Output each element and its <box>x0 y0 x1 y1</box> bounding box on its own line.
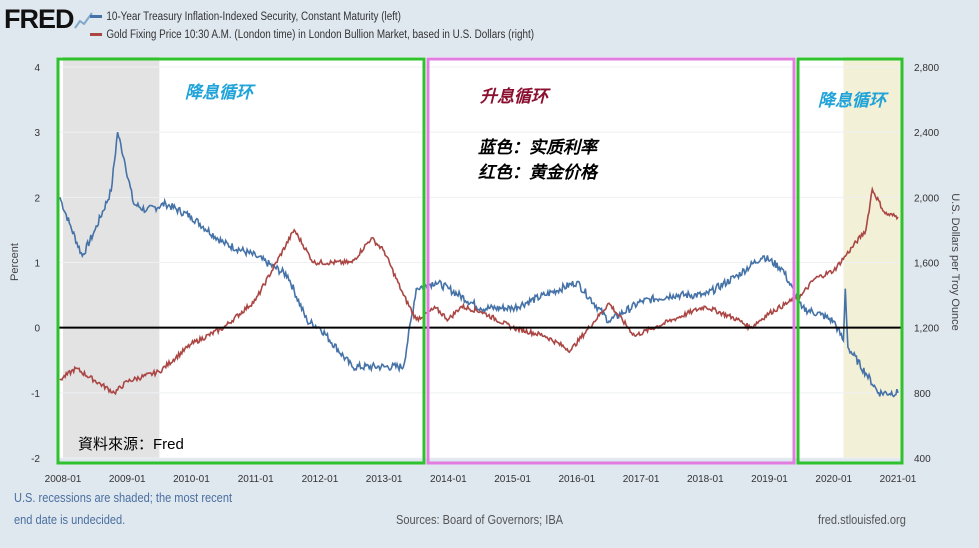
x-tick-label: 2021-01 <box>880 474 917 485</box>
x-tick-label: 2017-01 <box>623 474 660 485</box>
y2-tick-label: 2,800 <box>914 63 939 74</box>
x-tick-label: 2012-01 <box>302 474 339 485</box>
x-tick-label: 2013-01 <box>366 474 403 485</box>
legend-label: Gold Fixing Price 10:30 A.M. (London tim… <box>106 29 535 41</box>
x-tick-label: 2015-01 <box>494 474 531 485</box>
y2-tick-label: 2,400 <box>914 128 939 139</box>
legend-item-tips: 10-Year Treasury Inflation-Indexed Secur… <box>90 11 401 23</box>
y2-tick-label: 800 <box>914 389 931 400</box>
fred-logo: FRED <box>4 4 74 34</box>
annotation-cut-cycle-2: 降息循环 <box>818 91 886 110</box>
legend-label: 10-Year Treasury Inflation-Indexed Secur… <box>106 11 401 23</box>
recession-shade <box>63 57 160 458</box>
x-tick-label: 2010-01 <box>173 474 210 485</box>
cut-cycle-box-2 <box>796 57 904 465</box>
fred-chart-icon <box>74 12 93 29</box>
y-tick-label: 1 <box>34 259 40 270</box>
x-tick-label: 2016-01 <box>558 474 595 485</box>
x-tick-label: 2018-01 <box>687 474 724 485</box>
x-tick-label: 2011-01 <box>238 474 274 485</box>
cut-cycle-box-1 <box>56 57 426 465</box>
x-tick-label: 2019-01 <box>751 474 788 485</box>
y-tick-label: 3 <box>34 128 40 139</box>
y2-axis-label: U.S. Dollars per Troy Ounce <box>949 193 961 331</box>
plot-background <box>57 57 903 458</box>
y2-tick-label: 1,600 <box>914 259 939 270</box>
y2-tick-label: 1,200 <box>914 324 939 335</box>
y2-tick-label: 2,000 <box>914 193 939 204</box>
recession-shade <box>843 57 902 458</box>
recession-note-line1: U.S. recessions are shaded; the most rec… <box>14 490 233 505</box>
y-tick-label: 0 <box>34 324 40 335</box>
recession-note-line2: end date is undecided. <box>14 512 126 527</box>
series-line-gold <box>59 186 899 396</box>
annotation-hike-cycle: 升息循环 <box>480 87 548 106</box>
y2-tick-label: 400 <box>914 454 931 465</box>
annotation-cut-cycle-1: 降息循环 <box>185 83 253 102</box>
sources-note: Sources: Board of Governors; IBA <box>396 512 564 527</box>
series-line-tips <box>59 132 899 398</box>
legend-item-gold: Gold Fixing Price 10:30 A.M. (London tim… <box>90 29 534 41</box>
y-axis-label: Percent <box>9 243 21 281</box>
fred-site-link[interactable]: fred.stlouisfed.org <box>818 512 906 527</box>
x-tick-label: 2008-01 <box>45 474 82 485</box>
x-tick-label: 2020-01 <box>815 474 852 485</box>
annotation-red-note: 红色：黄金价格 <box>478 163 597 182</box>
y-tick-label: 2 <box>34 193 40 204</box>
x-tick-label: 2014-01 <box>430 474 467 485</box>
x-tick-label: 2009-01 <box>109 474 146 485</box>
source-note: 資料來源：Fred <box>78 436 184 453</box>
y-tick-label: -2 <box>31 454 40 465</box>
y-tick-label: 4 <box>34 63 40 74</box>
hike-cycle-box <box>426 57 796 465</box>
y-tick-label: -1 <box>31 389 40 400</box>
annotation-blue-note: 蓝色：实质利率 <box>478 138 597 157</box>
